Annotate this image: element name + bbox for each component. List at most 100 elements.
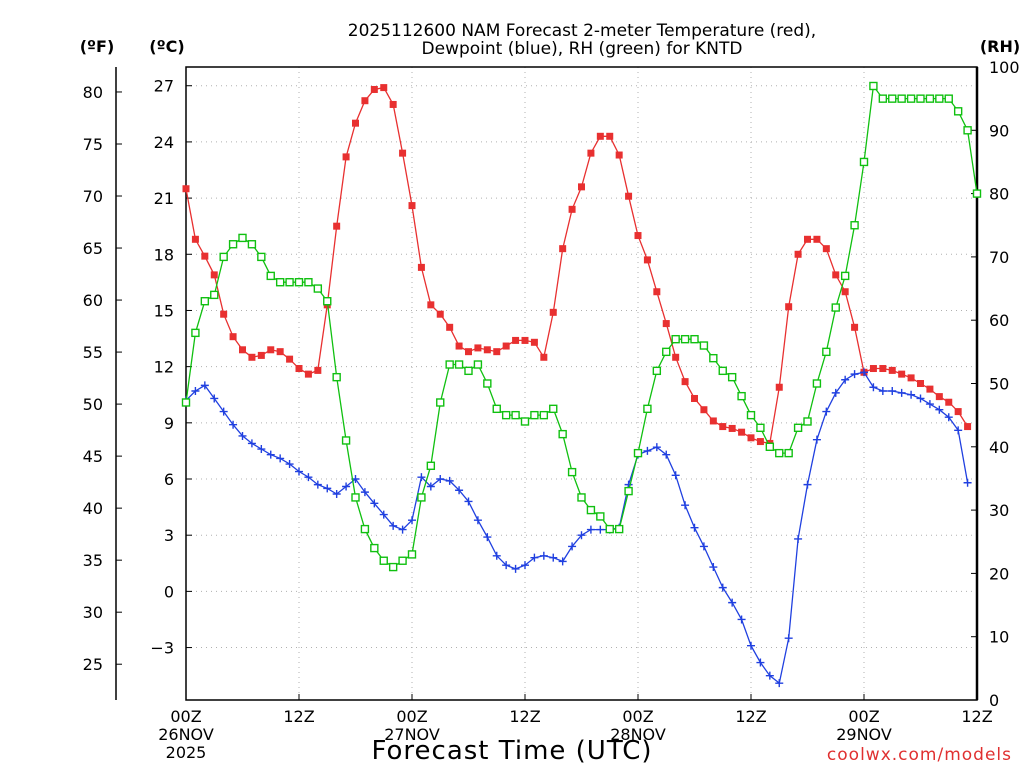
rh-point	[247, 240, 257, 249]
x-tick-label: 28NOV	[610, 725, 666, 744]
temperature-point	[436, 310, 444, 318]
dewpoint-point	[878, 386, 887, 395]
temperature-point	[483, 346, 491, 354]
dewpoint-point	[379, 510, 388, 519]
dewpoint-point	[775, 679, 784, 688]
temperature-point	[775, 383, 783, 391]
chart-title-line-2: Dewpoint (blue), RH (green) for KNTD	[422, 39, 743, 59]
axes: 8075706560555045403530252724211815129630…	[83, 58, 1020, 762]
x-tick-label: 12Z	[961, 707, 992, 726]
temperature-point	[521, 336, 529, 344]
temperature-point	[361, 97, 369, 105]
dewpoint-point	[521, 561, 529, 570]
grid-lines	[186, 67, 977, 700]
temperature-point	[267, 346, 275, 354]
celsius-tick-label: 0	[164, 582, 174, 601]
temperature-point	[229, 333, 237, 341]
celsius-tick-label: 9	[164, 414, 174, 433]
temperature-point	[841, 288, 849, 296]
fahrenheit-tick-label: 75	[83, 135, 103, 154]
celsius-tick-label: 24	[154, 133, 174, 152]
fahrenheit-tick-label: 30	[83, 603, 103, 622]
dewpoint-point	[539, 551, 548, 560]
fahrenheit-tick-label: 80	[83, 83, 103, 102]
temperature-point	[220, 310, 228, 318]
rh-point	[662, 347, 671, 357]
temperature-point	[738, 428, 746, 436]
dewpoint-point	[210, 394, 219, 403]
rh-tick-label: 70	[989, 248, 1009, 267]
rh-point	[737, 391, 746, 401]
dewpoint-point	[652, 443, 661, 452]
dewpoint-point	[841, 375, 850, 384]
temperature-point	[804, 235, 811, 243]
dewpoint-point	[737, 615, 746, 624]
temperature-point	[540, 353, 548, 361]
temperature-point	[399, 149, 407, 157]
rh-point	[181, 398, 191, 407]
celsius-tick-label: −3	[150, 639, 174, 658]
temperature-point	[926, 385, 934, 393]
rh-point	[257, 252, 266, 262]
dewpoint-point	[266, 450, 275, 459]
temperature-point	[333, 222, 341, 230]
rh-point	[699, 341, 709, 350]
temperature-point	[794, 250, 802, 258]
dewpoint-point	[200, 381, 209, 390]
rh-point	[228, 240, 238, 249]
rh-point	[323, 297, 332, 306]
rh-point	[313, 284, 323, 293]
dewpoint-point	[728, 598, 737, 607]
fahrenheit-tick-label: 25	[83, 655, 103, 674]
rh-point	[426, 461, 436, 470]
x-tick-label: 29NOV	[836, 725, 892, 744]
dewpoint-point	[473, 516, 482, 525]
celsius-unit-label: (ºC)	[149, 37, 184, 56]
x-tick-label: 12Z	[735, 707, 766, 726]
rh-point	[511, 410, 520, 420]
temperature-point	[276, 348, 284, 356]
temperature-point	[286, 355, 294, 363]
dewpoint-point	[417, 473, 426, 482]
rh-point	[605, 524, 614, 534]
rh-point	[520, 417, 530, 426]
temperature-point	[888, 366, 896, 374]
rh-tick-label: 0	[989, 691, 999, 710]
rh-point	[690, 334, 699, 344]
temperature-point	[191, 235, 199, 243]
dewpoint-point	[784, 634, 793, 643]
rh-point	[944, 94, 953, 103]
x-tick-label: 12Z	[283, 707, 314, 726]
rh-point	[586, 505, 596, 515]
dewpoint-point	[323, 484, 332, 493]
temperature-point	[578, 183, 585, 191]
temperature-point	[719, 423, 727, 431]
temperature-point	[625, 192, 633, 200]
rh-point	[803, 417, 812, 426]
temperature-point	[474, 344, 482, 352]
dewpoint-point	[370, 499, 379, 508]
rh-point	[501, 410, 511, 420]
dewpoint-point	[445, 476, 454, 485]
temperature-point	[549, 308, 557, 316]
dewpoint-point	[699, 542, 708, 551]
dewpoint-point	[483, 533, 492, 542]
rh-point	[775, 448, 784, 458]
rh-point	[935, 94, 944, 103]
dewpoint-point	[577, 531, 586, 540]
x-tick-label: 00Z	[396, 707, 427, 726]
rh-point	[360, 524, 370, 534]
dewpoint-point	[229, 420, 238, 429]
temperature-point	[728, 424, 736, 432]
temperature-point	[813, 235, 821, 243]
dewpoint-point	[408, 516, 416, 525]
temperature-line	[185, 86, 969, 445]
temperature-point	[681, 378, 689, 386]
rh-point	[793, 423, 803, 433]
dewpoint-point	[944, 413, 953, 422]
rh-point	[652, 366, 662, 376]
dewpoint-point	[492, 551, 501, 560]
temperature-point	[512, 336, 520, 344]
dewpoint-point	[822, 407, 831, 416]
